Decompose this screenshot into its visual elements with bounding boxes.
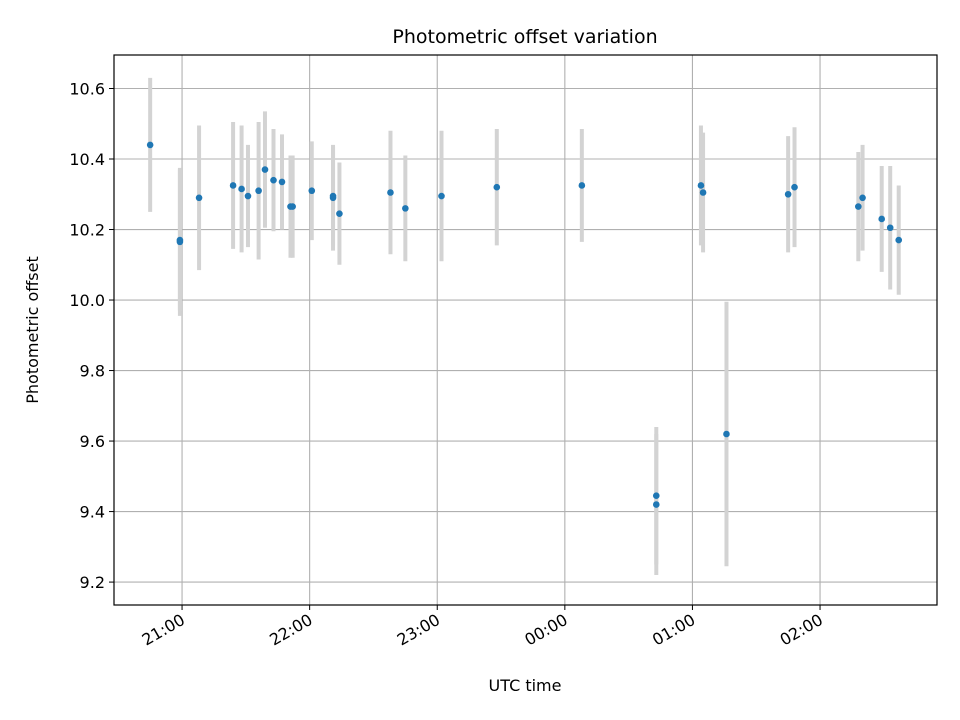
data-point [270, 177, 277, 184]
y-tick-label: 9.2 [80, 573, 105, 592]
y-tick-label: 9.6 [80, 432, 105, 451]
data-point [855, 203, 862, 210]
data-point [262, 166, 269, 173]
data-point [387, 189, 394, 196]
data-point [493, 184, 500, 191]
data-point [895, 237, 902, 244]
data-point [859, 194, 866, 201]
data-point [402, 205, 409, 212]
data-point [147, 142, 154, 149]
data-point [279, 179, 286, 186]
data-point [230, 182, 237, 189]
data-point [255, 187, 262, 194]
data-point [438, 193, 445, 200]
chart: Photometric offset variation 21:00 22:00 2… [0, 0, 960, 720]
data-point [723, 431, 730, 438]
data-point [878, 216, 885, 223]
y-axis-label: Photometric offset [23, 256, 42, 404]
data-point [785, 191, 792, 198]
data-point [791, 184, 798, 191]
data-point [330, 194, 337, 201]
y-tick-label: 10.4 [69, 150, 105, 169]
data-point [289, 203, 296, 210]
data-point [336, 210, 343, 217]
data-point [698, 182, 705, 189]
y-tick-label: 10.2 [69, 221, 105, 240]
data-point [887, 224, 894, 231]
data-point [579, 182, 586, 189]
data-point [238, 186, 245, 193]
data-point [653, 492, 660, 499]
y-tick-label: 10.0 [69, 291, 105, 310]
data-point [700, 189, 707, 196]
data-point [308, 187, 315, 194]
x-axis-label: UTC time [489, 676, 562, 695]
chart-title: Photometric offset variation [392, 26, 657, 48]
data-point [245, 193, 252, 200]
y-tick-label: 9.8 [80, 362, 105, 381]
y-tick-label: 10.6 [69, 79, 105, 98]
y-tick-label: 9.4 [80, 503, 105, 522]
data-point [653, 501, 660, 508]
data-point [196, 194, 203, 201]
data-point [177, 237, 184, 244]
